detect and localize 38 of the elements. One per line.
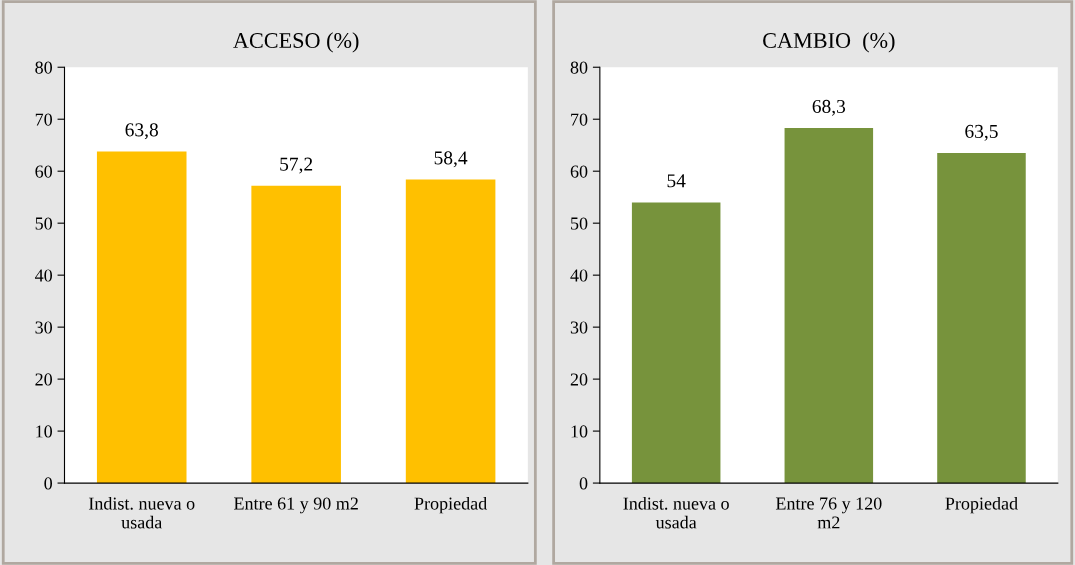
y-tick-label: 80: [570, 61, 588, 74]
data-label: 68,3: [812, 99, 846, 116]
data-label: 54: [667, 174, 686, 188]
data-label: 63,8: [125, 123, 158, 140]
y-tick-label: 10: [36, 425, 53, 438]
data-label: 63,5: [965, 124, 998, 141]
data-label: 58,4: [434, 151, 468, 168]
y-tick-label: 40: [34, 269, 53, 282]
y-tick-label: 40: [570, 269, 588, 282]
y-tick-label: 60: [35, 165, 53, 178]
y-tick-label: 80: [35, 61, 53, 74]
y-tick-label: 60: [570, 165, 588, 178]
bar: [405, 179, 496, 484]
bar: [251, 185, 341, 484]
x-tick-label: Indist. nueva o usada: [88, 496, 195, 529]
y-tick-label: 70: [571, 113, 588, 126]
x-tick-label: Entre 61 y 90 m2: [234, 497, 358, 514]
y-tick-label: 30: [570, 321, 588, 334]
bar: [937, 153, 1026, 484]
bar: [96, 151, 187, 484]
chart-title: CAMBIO (%): [763, 32, 895, 53]
chart-title: ACCESO (%): [233, 32, 359, 53]
data-label: 57,2: [280, 157, 313, 174]
y-tick-label: 70: [35, 113, 53, 126]
y-tick-label: 30: [35, 321, 53, 334]
y-tick-label: 50: [35, 217, 53, 230]
y-tick-label: 10: [571, 425, 588, 438]
y-tick-label: 0: [579, 477, 588, 490]
x-tick-label: Propiedad: [414, 496, 487, 514]
y-tick-label: 20: [35, 373, 53, 386]
x-tick-label: Entre 76 y 120 m2: [775, 497, 882, 529]
x-tick-label: Propiedad: [945, 496, 1018, 514]
x-tick-label: Indist. nueva o usada: [623, 496, 729, 529]
bar: [784, 128, 874, 484]
y-tick-label: 50: [571, 217, 588, 230]
y-tick-label: 0: [44, 477, 53, 490]
bar: [631, 202, 721, 484]
y-tick-label: 20: [570, 373, 588, 386]
